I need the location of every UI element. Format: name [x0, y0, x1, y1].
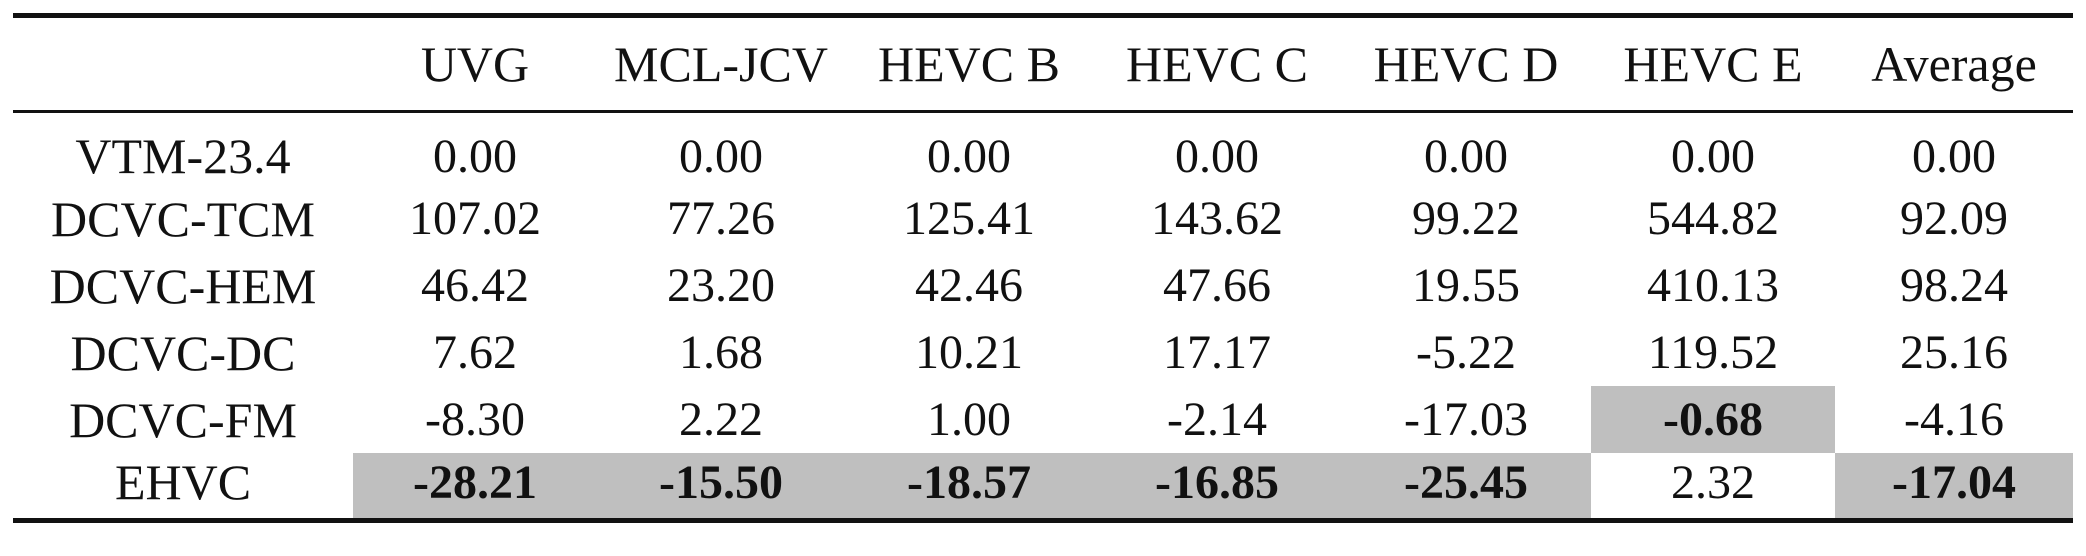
method-name-cell: VTM-23.4	[75, 128, 291, 184]
table-row: VTM-23.4 0.00 0.00 0.00 0.00 0.00 0.00 0.00	[13, 112, 2073, 186]
value-cell-hevc-e: 410.13	[1647, 259, 1779, 312]
bd-rate-table: UVG MCL-JCV HEVC B HEVC C HEVC D HEVC E …	[13, 13, 2073, 523]
value-cell-uvg: 0.00	[433, 129, 517, 183]
value-cell-hevc-b: 42.46	[915, 259, 1023, 312]
value-cell-hevc-b: 125.41	[903, 192, 1035, 245]
value-cell-hevc-c: 143.62	[1151, 192, 1283, 245]
table-row: EHVC -28.21 -15.50 -18.57 -16.85 -25.45 2.32 -1…	[13, 453, 2073, 520]
value-cell-average: 98.24	[1900, 259, 2008, 312]
value-cell-average: 92.09	[1900, 192, 2008, 245]
header-row: UVG MCL-JCV HEVC B HEVC C HEVC D HEVC E …	[13, 16, 2073, 112]
value-cell-mcl-jcv: 77.26	[667, 192, 775, 245]
value-cell-hevc-b: 10.21	[915, 326, 1023, 379]
value-cell-mcl-jcv: 1.68	[679, 326, 763, 379]
value-cell-hevc-e: 0.00	[1671, 129, 1755, 183]
value-cell-hevc-d: 19.55	[1412, 259, 1520, 312]
header-cell-average: Average	[1871, 36, 2037, 92]
value-cell-hevc-d: -5.22	[1416, 326, 1516, 379]
value-cell-average: 0.00	[1912, 129, 1996, 183]
method-name-cell: DCVC-DC	[70, 324, 296, 381]
value-cell-hevc-d: -17.03	[1404, 393, 1528, 446]
value-cell-uvg: 46.42	[421, 259, 529, 312]
value-cell-average: 25.16	[1900, 326, 2008, 379]
header-cell-mcl-jcv: MCL-JCV	[614, 36, 828, 92]
value-cell-hevc-c: -2.14	[1167, 393, 1267, 446]
value-cell-hevc-b: 0.00	[927, 129, 1011, 183]
value-cell-uvg: -8.30	[425, 393, 525, 446]
table-row: DCVC-FM -8.30 2.22 1.00 -2.14 -17.03 -0.68 -4.1…	[13, 386, 2073, 453]
method-name-cell: EHVC	[114, 454, 252, 511]
method-name-cell: DCVC-FM	[69, 391, 297, 448]
value-cell-hevc-e: 2.32	[1671, 455, 1755, 509]
method-name-cell: DCVC-TCM	[51, 190, 315, 247]
table-row: DCVC-HEM 46.42 23.20 42.46 47.66 19.55 410.13 9…	[13, 252, 2073, 319]
value-cell-hevc-d: -25.45	[1341, 453, 1591, 520]
value-cell-mcl-jcv: 23.20	[667, 259, 775, 312]
value-cell-hevc-d: 0.00	[1424, 129, 1508, 183]
value-cell-mcl-jcv: 2.22	[679, 393, 763, 446]
header-cell-hevc-e: HEVC E	[1623, 36, 1803, 92]
header-cell-hevc-c: HEVC C	[1126, 36, 1308, 92]
value-cell-uvg: -28.21	[353, 453, 597, 520]
value-cell-mcl-jcv: 0.00	[679, 129, 763, 183]
value-cell-mcl-jcv: -15.50	[597, 453, 845, 520]
header-cell-hevc-b: HEVC B	[878, 36, 1060, 92]
value-cell-average: -4.16	[1904, 393, 2004, 446]
value-cell-hevc-c: 47.66	[1163, 259, 1271, 312]
header-cell-hevc-d: HEVC D	[1373, 36, 1559, 92]
value-cell-hevc-c: 17.17	[1163, 326, 1271, 379]
table-body: VTM-23.4 0.00 0.00 0.00 0.00 0.00 0.00 0.00 DCVC…	[13, 112, 2073, 520]
value-cell-hevc-e: 544.82	[1647, 192, 1779, 245]
value-cell-uvg: 7.62	[433, 326, 517, 379]
header-cell-corner	[13, 16, 353, 112]
header-cell-uvg: UVG	[420, 36, 530, 92]
value-cell-hevc-c: -16.85	[1093, 453, 1341, 520]
value-cell-hevc-e: 119.52	[1647, 326, 1779, 379]
table-row: DCVC-TCM 107.02 77.26 125.41 143.62 99.22 544.…	[13, 185, 2073, 252]
value-cell-hevc-b: 1.00	[927, 393, 1011, 446]
method-name-cell: DCVC-HEM	[49, 257, 317, 314]
value-cell-hevc-e: -0.68	[1591, 386, 1835, 453]
value-cell-hevc-c: 0.00	[1175, 129, 1259, 183]
value-cell-uvg: 107.02	[409, 192, 541, 245]
value-cell-hevc-d: 99.22	[1412, 192, 1520, 245]
value-cell-average: -17.04	[1835, 453, 2073, 520]
value-cell-hevc-b: -18.57	[845, 453, 1093, 520]
results-table-container: UVG MCL-JCV HEVC B HEVC C HEVC D HEVC E …	[13, 13, 2073, 523]
table-row: DCVC-DC 7.62 1.68 10.21 17.17 -5.22 119.52 25.1…	[13, 319, 2073, 386]
